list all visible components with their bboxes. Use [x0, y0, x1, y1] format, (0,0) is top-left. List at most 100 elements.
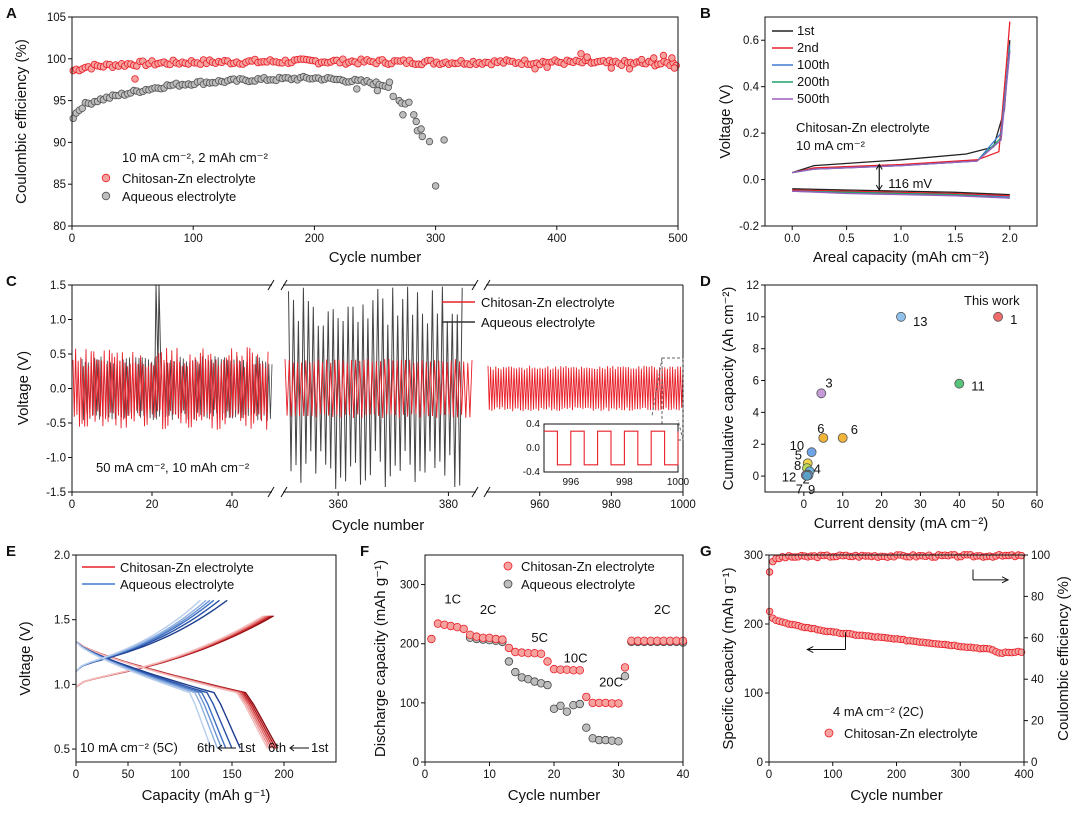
point-label-ref-4: 4 [814, 461, 821, 476]
data-point-aqueous [78, 104, 86, 112]
y-tick-label-g: 100 [744, 688, 763, 700]
charge-curve-chitosan [75, 615, 264, 688]
axis-break-mark [267, 279, 275, 291]
x-tick-label-a: 0 [69, 233, 75, 245]
y-tick-label-b: 0.6 [743, 35, 759, 47]
y-tick-label-c: 1.0 [50, 315, 66, 327]
curve-500th-charge [792, 51, 1011, 174]
data-point-chitosan [670, 64, 679, 72]
discharge-curve-aqueous [75, 641, 227, 749]
data-point-chitosan-f [582, 692, 591, 702]
y-tick-label-e: 0.5 [54, 744, 70, 756]
y-axis-label-f: Discharge capacity (mAh g⁻¹) [372, 560, 389, 757]
y-tick-label-a: 85 [53, 179, 66, 191]
x-tick-label-f: 10 [483, 769, 496, 781]
x-tick-label-d: 40 [953, 499, 966, 511]
y-tick-label-b: -0.2 [739, 221, 759, 233]
discharge-curve-aqueous [75, 641, 223, 749]
x-tick-label-g: 0 [766, 769, 772, 781]
point-label-ref-5: 5 [795, 447, 802, 462]
y-tick-label-c: -0.5 [46, 418, 66, 430]
rate-label-20C: 20C [599, 674, 623, 689]
data-point-chitosan-f [575, 666, 584, 675]
x-tick-label-d: 10 [836, 499, 849, 511]
point-label-ref-6: 6 [851, 422, 858, 437]
point-label-ref-13: 13 [913, 314, 927, 329]
arrow-head [1001, 576, 1010, 584]
x-tick-label-c3: 1000 [670, 499, 696, 511]
y-axis-label-d: Cumulative capacity (Ah cm⁻²) [720, 287, 737, 491]
point-label-ref-9: 9 [808, 482, 815, 497]
x-tick-label-c3: 960 [530, 499, 549, 511]
point-label-ref-8: 8 [794, 458, 801, 473]
y-tick-label-e: 2.0 [54, 550, 70, 562]
data-point-ref-6 [818, 432, 829, 443]
rate-label-10C: 10C [564, 651, 588, 666]
plot-frame-a [71, 16, 679, 227]
legend-label-chitosan-c: Chitosan-Zn electrolyte [481, 295, 615, 310]
y-right-tick-label-g: 80 [1031, 591, 1044, 603]
plot-frame-e [75, 554, 337, 763]
x-tick-label-g: 400 [1014, 769, 1033, 781]
y-tick-label-d: 4 [753, 407, 760, 419]
panel-label-c: C [6, 273, 17, 290]
y-tick-label-c: 1.5 [50, 280, 66, 292]
annotation-line-2-b: 10 mA cm⁻² [796, 138, 866, 153]
data-point-aqueous-f [575, 699, 584, 709]
legend-label-aqueous-e: Aqueous electrolyte [120, 577, 234, 592]
y-right-tick-label-g: 0 [1031, 757, 1037, 769]
data-point-chitosan-f [543, 657, 552, 666]
x-tick-label-a: 500 [668, 233, 687, 245]
data-point-aqueous [353, 85, 361, 93]
data-point-aqueous [440, 136, 448, 144]
rate-label-1C: 1C [444, 591, 461, 606]
y-tick-label-b: 0.2 [743, 128, 759, 140]
charge-curve-aqueous [75, 599, 201, 672]
y-tick-label-a: 95 [53, 96, 66, 108]
y-tick-label-c: -1.5 [46, 487, 66, 499]
data-point-aqueous-f [511, 667, 520, 677]
data-point-ref-11 [954, 378, 965, 389]
y-tick-label-g: 0 [757, 757, 763, 769]
x-tick-label-e: 200 [274, 769, 293, 781]
condition-label-c: 50 mA cm⁻², 10 mAh cm⁻² [96, 460, 250, 475]
annotation-line-1-b: Chitosan-Zn electrolyte [796, 120, 930, 135]
point-label-ref-7: 7 [796, 481, 803, 496]
discharge-curve-aqueous [75, 641, 212, 749]
cycle-label-red-6th: 6th [268, 740, 286, 755]
inset-x-tick-label: 996 [562, 477, 579, 488]
axis-break-mark [483, 486, 491, 498]
x-tick-label-g: 300 [951, 769, 970, 781]
y-tick-label-d: 12 [746, 280, 759, 292]
y-tick-label-e: 1.0 [54, 679, 70, 691]
x-tick-label-c1: 0 [69, 499, 75, 511]
data-point-chitosan-f [536, 649, 546, 658]
y-right-tick-label-g: 60 [1031, 633, 1044, 645]
axis-break-mark [267, 486, 275, 498]
x-tick-label-c2: 380 [439, 499, 458, 511]
data-point-aqueous-f [620, 672, 630, 681]
arrow-head [806, 646, 814, 653]
inset-x-tick-label: 1000 [667, 477, 690, 488]
y-axis-label-g: Specific capacity (mAh g⁻¹) [720, 567, 737, 749]
data-point-aqueous [373, 86, 382, 95]
data-point-chitosan-f [498, 635, 507, 644]
x-tick-label-d: 50 [992, 499, 1005, 511]
arrow-head [217, 744, 223, 752]
inset-x-tick-label: 998 [616, 477, 633, 488]
x-tick-label-e: 100 [170, 769, 189, 781]
panel-label-d: D [700, 273, 711, 290]
y-right-tick-label-g: 100 [1031, 550, 1050, 562]
x-tick-label-b: 0.5 [839, 233, 855, 245]
legend-marker-aqueous [101, 191, 111, 201]
legend-label-b-100th: 100th [797, 57, 830, 72]
legend-label-aqueous-a: Aqueous electrolyte [122, 189, 236, 204]
data-point-chitosan-f [614, 699, 623, 708]
cycle-label-red-1st: 1st [311, 740, 329, 755]
legend-marker-chitosan-g [824, 728, 834, 738]
y-tick-label-b: 0.0 [743, 175, 759, 187]
zoom-guide [677, 419, 684, 441]
x-tick-label-a: 200 [305, 233, 324, 245]
x-tick-label-e: 0 [73, 769, 79, 781]
